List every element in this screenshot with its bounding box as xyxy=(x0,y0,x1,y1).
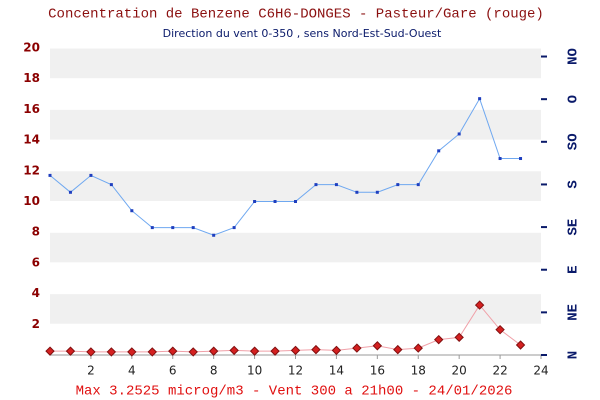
data-point xyxy=(437,149,441,153)
data-point xyxy=(249,346,260,356)
data-point xyxy=(352,343,362,353)
data-point xyxy=(331,345,342,356)
x-tick-label: 8 xyxy=(210,364,218,378)
x-tick-label: 4 xyxy=(128,364,136,378)
data-point xyxy=(294,200,297,203)
data-point xyxy=(416,183,420,187)
x-tick-label: 24 xyxy=(533,364,548,378)
y2-tick-label: O xyxy=(566,95,582,103)
chart-footer: Max 3.2525 microg/m3 - Vent 300 a 21h00 … xyxy=(76,384,513,400)
x-tick-label: 14 xyxy=(329,364,344,378)
data-point xyxy=(48,173,52,177)
data-point xyxy=(519,157,523,161)
x-tick-label: 16 xyxy=(370,364,385,378)
data-point xyxy=(188,347,198,357)
data-point xyxy=(150,226,154,230)
data-point xyxy=(334,183,338,187)
y-tick-label: 6 xyxy=(32,255,40,269)
grid-band xyxy=(50,48,541,79)
chart-subtitle: Direction du vent 0-350 , sens Nord-Est-… xyxy=(163,27,442,40)
grid-band xyxy=(50,170,541,202)
data-point xyxy=(106,347,117,357)
y2-tick-label: E xyxy=(566,266,582,274)
y-tick-label: 20 xyxy=(23,41,40,55)
series-line xyxy=(49,97,521,236)
y2-tick-label: S xyxy=(566,180,582,188)
grid-band xyxy=(50,293,541,325)
data-point xyxy=(65,346,76,356)
data-point xyxy=(232,226,236,230)
y-tick-label: 14 xyxy=(23,133,40,147)
data-point xyxy=(314,183,318,187)
data-point xyxy=(515,340,526,350)
data-point xyxy=(434,334,444,345)
y-tick-label: 4 xyxy=(32,286,40,300)
y2-tick-label: SO xyxy=(566,133,582,150)
data-point xyxy=(168,346,178,356)
data-point xyxy=(311,344,321,355)
y-tick-label: 16 xyxy=(23,102,40,116)
y2-tick-label: NE xyxy=(566,304,582,321)
grid-band xyxy=(50,232,541,263)
grid-band xyxy=(50,109,541,141)
data-point xyxy=(253,200,257,203)
y-tick-label: 2 xyxy=(32,317,40,331)
x-tick-label: 20 xyxy=(452,364,467,378)
data-point xyxy=(86,347,96,357)
data-point xyxy=(130,209,134,213)
data-point xyxy=(147,347,157,357)
data-point xyxy=(212,233,216,237)
data-point xyxy=(109,183,113,187)
chart-title: Concentration de Benzene C6H6-DONGES - P… xyxy=(48,7,544,23)
data-point xyxy=(498,157,502,161)
data-point xyxy=(127,347,137,357)
data-point xyxy=(270,346,280,356)
data-point xyxy=(68,190,72,194)
data-point xyxy=(396,183,400,187)
data-point xyxy=(457,132,461,136)
data-point xyxy=(375,190,379,194)
data-point xyxy=(208,346,219,356)
y2-tick-label: NO xyxy=(566,48,582,65)
data-point xyxy=(495,324,505,335)
x-tick-label: 10 xyxy=(247,364,262,378)
y-tick-label: 18 xyxy=(23,71,40,85)
data-point xyxy=(273,200,277,203)
data-point xyxy=(474,300,485,310)
data-point xyxy=(45,346,55,356)
data-point xyxy=(413,343,423,353)
data-point xyxy=(171,226,175,230)
data-point xyxy=(191,226,195,230)
x-tick-label: 12 xyxy=(288,364,303,378)
x-tick-label: 2 xyxy=(87,364,95,378)
data-point xyxy=(454,332,464,343)
data-point xyxy=(355,190,359,194)
y-tick-label: 8 xyxy=(32,225,40,239)
data-point xyxy=(229,345,239,356)
x-tick-label: 22 xyxy=(492,364,507,378)
data-point xyxy=(372,341,383,351)
y2-tick-label: N xyxy=(566,351,582,359)
x-tick-label: 6 xyxy=(169,364,177,378)
y-tick-label: 12 xyxy=(23,163,40,177)
data-point xyxy=(393,344,403,355)
x-tick-label: 18 xyxy=(411,364,426,378)
data-point xyxy=(89,173,93,177)
data-point xyxy=(290,345,301,356)
data-point xyxy=(478,97,482,101)
y-tick-label: 10 xyxy=(23,194,40,208)
y2-tick-label: SE xyxy=(566,219,582,236)
